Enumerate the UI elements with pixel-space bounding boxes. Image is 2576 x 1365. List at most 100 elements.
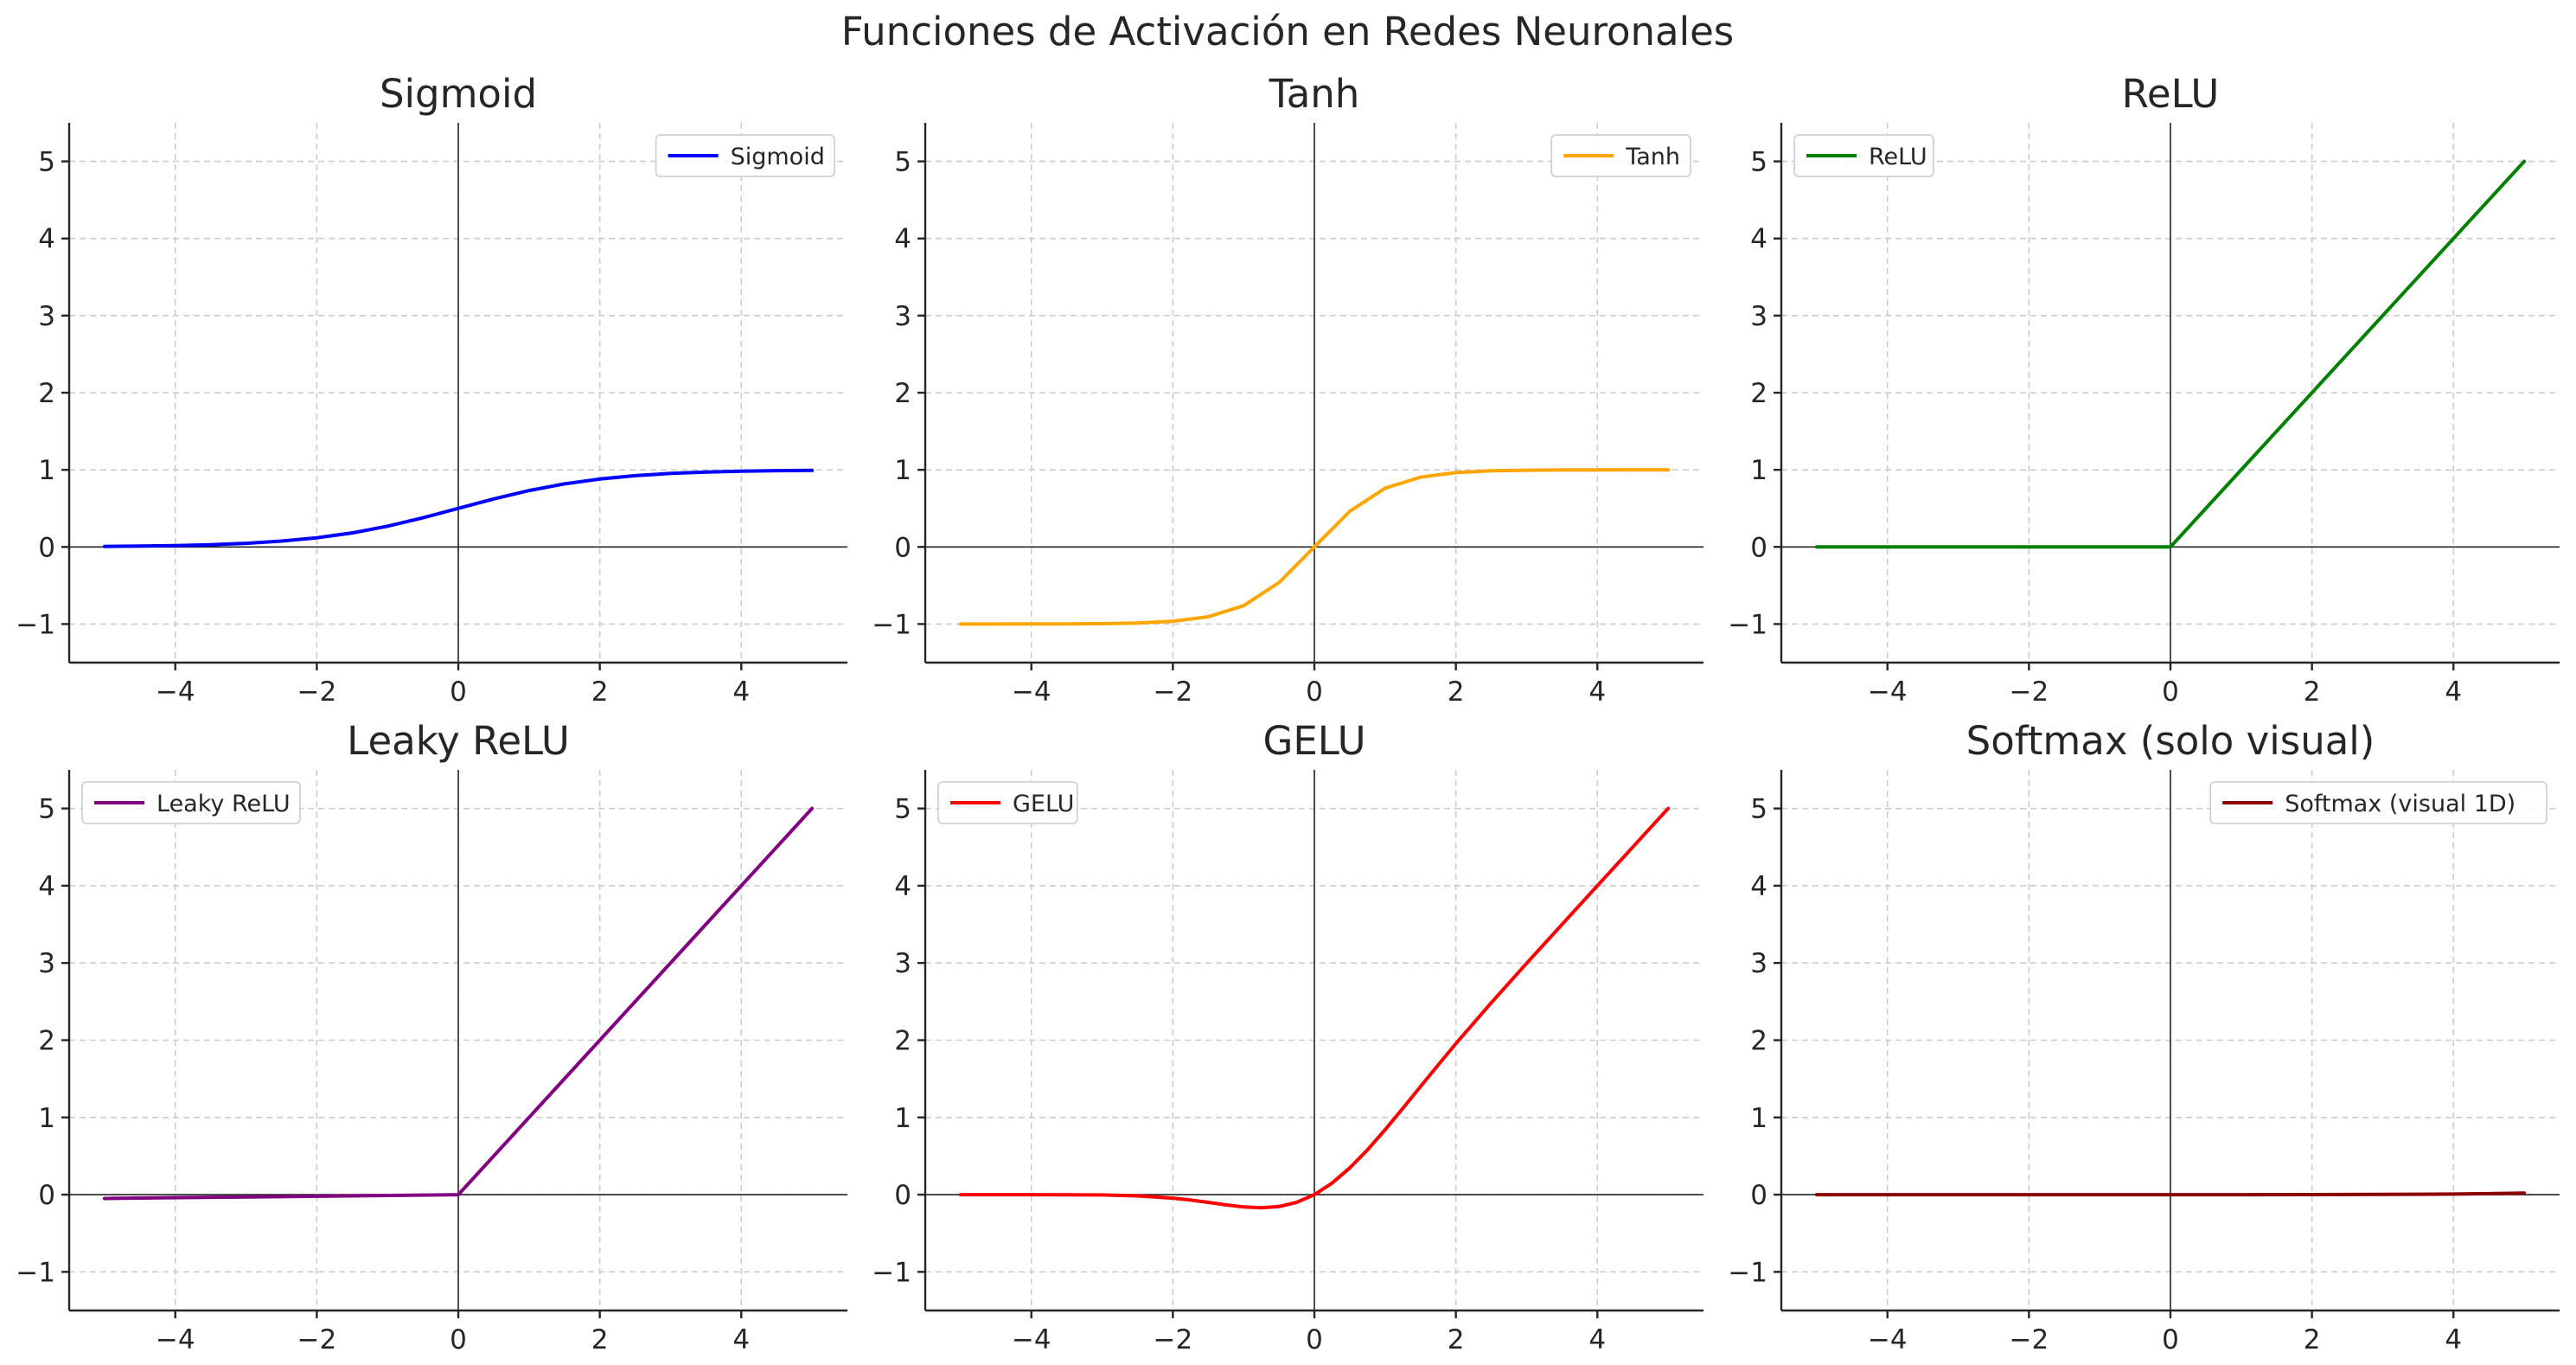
subplot-title: Softmax (solo visual) [1966,718,2375,764]
y-tick-label: 5 [38,794,55,825]
y-tick-label: 0 [1750,532,1767,563]
x-tick-label: −4 [1868,1324,1908,1355]
subplot-title: Sigmoid [380,71,537,117]
x-tick-label: −4 [1012,676,1051,708]
x-tick-label: 0 [2162,676,2179,708]
legend: GELU [937,781,1078,824]
legend-box [655,134,835,177]
subplot-sigmoid: Sigmoid −4 −2 0 2 4 −1 0 1 2 3 4 5 Sigmoid [16,71,847,708]
y-tick-label: 1 [894,1103,911,1134]
y-tick-label: 3 [1750,948,1767,979]
y-tick-label: 4 [894,871,911,902]
y-tick-label: −1 [872,609,911,640]
subplot-title: Leaky ReLU [347,718,570,764]
subplot-title: GELU [1262,718,1365,764]
y-tick-label: 4 [894,224,911,255]
legend-label: GELU [1013,791,1074,817]
y-tick-label: 0 [894,1180,911,1211]
x-tick-label: −4 [1012,1324,1051,1355]
x-tick-label: 0 [2162,1324,2179,1355]
series-line-softmax-visual-1d [1814,1191,2527,1197]
y-tick-label: 4 [38,871,55,902]
y-tick-label: 2 [38,378,55,409]
legend: Tanh [1550,134,1691,177]
series-line-leaky-relu [102,806,815,1201]
legend-box [81,781,301,824]
y-tick-label: 3 [894,948,911,979]
y-tick-label: 3 [894,301,911,332]
subplot-grid: Sigmoid −4 −2 0 2 4 −1 0 1 2 3 4 5 Sigmoid Tanh −4 −2 0 2 4… [16,71,2560,1355]
y-tick-label: 0 [894,532,911,563]
x-tick-label: −2 [2010,1324,2049,1355]
subplot-softmax-solo-visual: Softmax (solo visual) −4 −2 0 2 4 −1 0 1 2 3 4 5 Soft… [1728,718,2560,1355]
x-tick-label: 4 [1588,1324,1606,1355]
x-tick-label: 4 [1588,676,1606,708]
subplot-leaky-relu: Leaky ReLU −4 −2 0 2 4 −1 0 1 2 3 4 5 Leaky ReLU [16,718,847,1355]
x-tick-label: 2 [2304,676,2321,708]
x-tick-label: −2 [1154,676,1193,708]
y-tick-label: 2 [38,1026,55,1057]
y-tick-label: 0 [38,1180,55,1211]
x-tick-label: 2 [591,1324,609,1355]
x-tick-label: −4 [1868,676,1908,708]
y-tick-label: 3 [38,948,55,979]
legend-box [937,781,1078,824]
series-line-relu [1814,159,2527,549]
legend-label: ReLU [1869,144,1927,170]
y-tick-label: 0 [38,532,55,563]
x-tick-label: 0 [1306,1324,1323,1355]
series-line-tanh [958,468,1671,626]
figure-suptitle: Funciones de Activación en Redes Neurona… [841,9,1735,54]
y-tick-label: 5 [894,794,911,825]
y-tick-label: 2 [1750,1026,1767,1057]
x-tick-label: −2 [297,676,337,708]
y-tick-label: −1 [16,1257,55,1288]
x-tick-label: 4 [2445,676,2462,708]
subplot-title: Tanh [1269,71,1360,117]
subplot-gelu: GELU −4 −2 0 2 4 −1 0 1 2 3 4 5 GELU [872,718,1703,1355]
y-tick-label: 5 [1750,147,1767,178]
x-tick-label: 4 [732,676,750,708]
legend-label: Softmax (visual 1D) [2285,791,2515,817]
x-tick-label: −2 [1154,1324,1193,1355]
x-tick-label: −2 [297,1324,337,1355]
y-tick-label: 2 [894,378,911,409]
x-tick-label: 4 [2445,1324,2462,1355]
x-tick-label: 0 [450,1324,467,1355]
legend: Sigmoid [655,134,835,177]
x-tick-label: 2 [1448,676,1465,708]
subplot-title: ReLU [2122,71,2220,117]
legend-box [1793,134,1934,177]
y-tick-label: 1 [894,455,911,486]
y-tick-label: 2 [1750,378,1767,409]
x-tick-label: 2 [1448,1324,1465,1355]
series-line-sigmoid [102,468,815,548]
y-tick-label: 5 [894,147,911,178]
y-tick-label: 1 [38,1103,55,1134]
legend: Leaky ReLU [81,781,301,824]
y-tick-label: 5 [1750,794,1767,825]
legend: ReLU [1793,134,1934,177]
y-tick-label: 4 [1750,871,1767,902]
y-tick-label: −1 [16,609,55,640]
x-tick-label: −4 [156,676,195,708]
y-tick-label: 4 [38,224,55,255]
subplot-relu: ReLU −4 −2 0 2 4 −1 0 1 2 3 4 5 ReLU [1728,71,2560,708]
y-tick-label: 3 [38,301,55,332]
y-tick-label: 5 [38,147,55,178]
x-tick-label: 0 [450,676,467,708]
y-tick-label: 3 [1750,301,1767,332]
y-tick-label: 1 [1750,1103,1767,1134]
x-tick-label: 0 [1306,676,1323,708]
y-tick-label: −1 [1728,1257,1767,1288]
y-tick-label: −1 [1728,609,1767,640]
legend-label: Sigmoid [731,144,825,170]
series-line-gelu [958,806,1671,1210]
y-tick-label: 2 [894,1026,911,1057]
legend-label: Tanh [1625,144,1680,170]
legend-box [2209,781,2547,824]
legend-label: Leaky ReLU [157,791,291,817]
y-tick-label: 1 [1750,455,1767,486]
x-tick-label: −4 [156,1324,195,1355]
